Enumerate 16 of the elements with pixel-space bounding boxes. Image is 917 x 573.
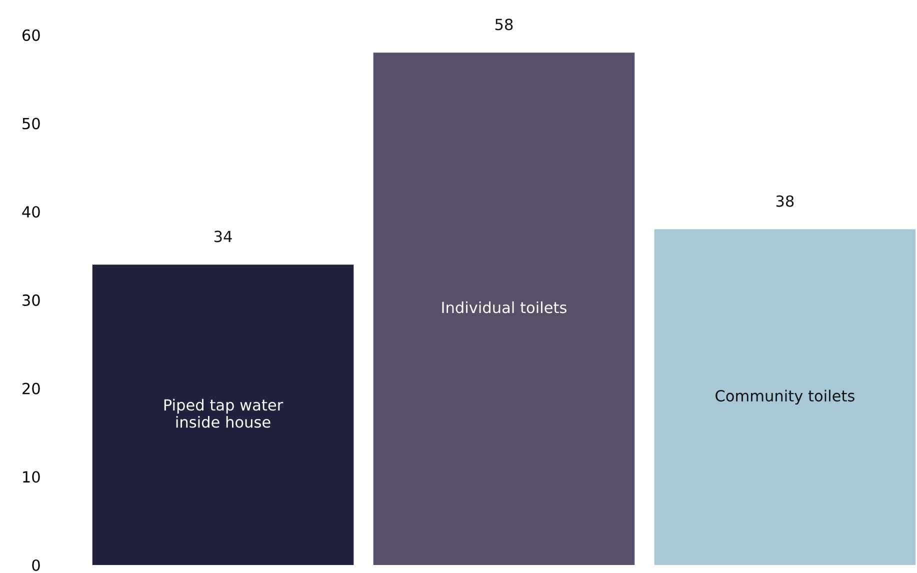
x-tick-label: Piped tap water inside house: [164, 398, 284, 428]
y-tick-label: 20: [22, 382, 40, 394]
data-label: 34: [214, 230, 232, 242]
data-label: 58: [495, 18, 513, 30]
y-tick-label: 30: [22, 294, 40, 306]
y-tick-label: 10: [23, 471, 40, 483]
y-tick-label: 50: [22, 118, 40, 130]
y-tick-label: 60: [22, 29, 40, 41]
x-tick-label: Individual toilets: [442, 301, 566, 314]
y-tick-label: 0: [32, 559, 40, 571]
data-label: 38: [776, 195, 794, 207]
y-tick-label: 40: [22, 206, 40, 218]
bar: [373, 52, 635, 565]
x-tick-label: Community toilets: [716, 390, 854, 405]
bar: [654, 229, 916, 565]
bar: [92, 264, 354, 565]
